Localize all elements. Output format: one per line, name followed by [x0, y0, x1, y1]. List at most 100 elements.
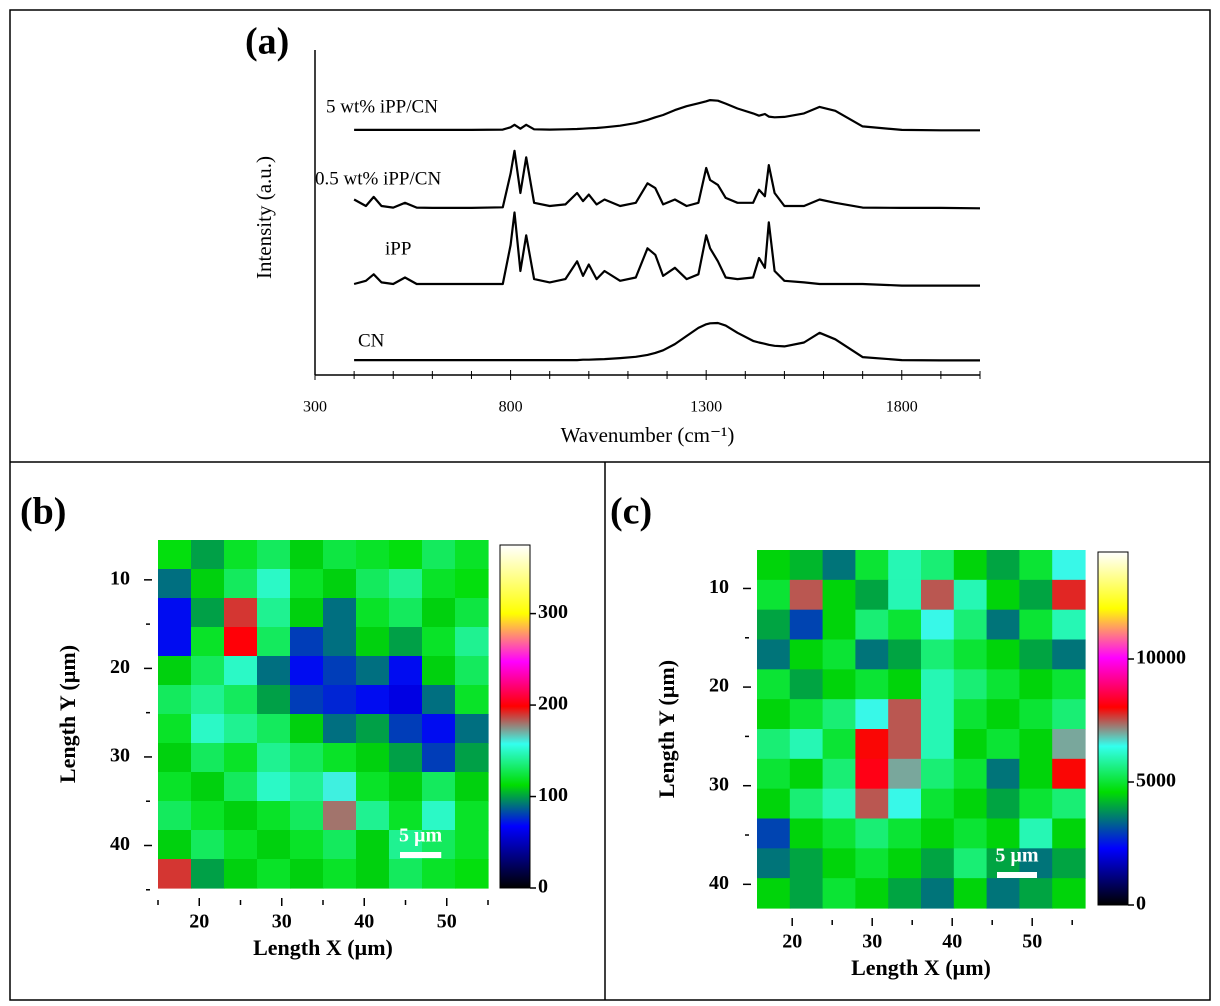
- heatmap-cell: [757, 729, 791, 760]
- heatmap-cell: [1052, 609, 1086, 641]
- heatmap-cell: [422, 801, 456, 831]
- heatmap-cell: [290, 569, 324, 599]
- heatmap-cell: [323, 830, 357, 860]
- heatmap-cell: [224, 569, 258, 599]
- panel-label: (b): [20, 491, 66, 533]
- heatmap-cell: [389, 598, 423, 628]
- heatmap-cell: [323, 685, 357, 715]
- heatmap-cell: [1052, 699, 1086, 730]
- heatmap-cell: [224, 743, 258, 773]
- series-label: 0.5 wt% iPP/CN: [315, 168, 441, 189]
- heatmap-cell: [1052, 758, 1086, 790]
- heatmap-cell: [986, 788, 1020, 820]
- heatmap-cell: [158, 656, 192, 686]
- heatmap-cell: [1052, 579, 1086, 611]
- heatmap-cell: [455, 859, 489, 889]
- heatmap-cell: [389, 540, 423, 570]
- heatmap-cell: [1019, 878, 1053, 909]
- heatmap-cell: [224, 859, 258, 889]
- heatmap-cell: [1019, 788, 1053, 820]
- heatmap-cell: [888, 848, 922, 879]
- heatmap-cell: [191, 859, 225, 889]
- heatmap-cell: [1052, 550, 1086, 581]
- heatmap-cell: [356, 540, 390, 570]
- y-axis-title: Intensity (a.u.): [252, 156, 276, 279]
- heatmap-cell: [455, 569, 489, 599]
- heatmap-cell: [356, 598, 390, 628]
- heatmap-cell: [1019, 818, 1053, 849]
- heatmap-cell: [290, 540, 324, 570]
- heatmap-cell: [257, 743, 291, 773]
- frame: [9, 9, 1211, 1001]
- heatmap-cell: [422, 772, 456, 802]
- heatmap-cell: [158, 714, 192, 744]
- heatmap-cell: [757, 550, 791, 581]
- heatmap-cell: [757, 699, 791, 730]
- heatmap-cell: [455, 801, 489, 831]
- heatmap-cell: [986, 758, 1020, 790]
- heatmap-cell: [953, 729, 988, 760]
- heatmap-cell: [888, 669, 922, 700]
- heatmap-cell: [921, 669, 955, 700]
- heatmap-cell: [224, 830, 258, 860]
- heatmap-cell: [986, 699, 1020, 730]
- y-tick-label: 10: [709, 576, 729, 598]
- heatmap-cell: [888, 550, 922, 581]
- x-tick-label: 300: [303, 399, 327, 416]
- heatmap-cell: [356, 743, 390, 773]
- heatmap-cell: [888, 788, 922, 820]
- heatmap-cell: [1052, 818, 1086, 849]
- heatmap-cell: [888, 699, 922, 730]
- heatmap-cell: [356, 627, 390, 657]
- heatmap-cell: [455, 598, 489, 628]
- heatmap-cell: [789, 699, 824, 730]
- heatmap-cell: [389, 743, 423, 773]
- colorbar: [1097, 551, 1129, 906]
- heatmap-cell: [389, 801, 423, 831]
- y-tick-label: 40: [709, 872, 729, 894]
- heatmap-cell: [822, 609, 856, 641]
- spectrum-line: [353, 149, 981, 210]
- heatmap-cell: [953, 550, 988, 581]
- heatmap-cell: [191, 714, 225, 744]
- heatmap-cell: [158, 540, 192, 570]
- heatmap-cell: [389, 772, 423, 802]
- colorbar-tick-label: 200: [538, 693, 568, 715]
- heatmap-cell: [323, 656, 357, 686]
- heatmap-cell: [224, 598, 258, 628]
- heatmap-cell: [422, 743, 456, 773]
- heatmap-cell: [257, 685, 291, 715]
- heatmap-cell: [323, 598, 357, 628]
- x-tick-label: 40: [354, 911, 374, 933]
- heatmap-cell: [422, 627, 456, 657]
- heatmap-cell: [191, 656, 225, 686]
- heatmap-cell: [356, 569, 390, 599]
- heatmap-cell: [822, 729, 856, 760]
- heatmap-cell: [290, 772, 324, 802]
- heatmap-cell: [356, 830, 390, 860]
- panel-label: (a): [245, 21, 289, 63]
- heatmap-cell: [1019, 550, 1053, 581]
- colorbar-tick-label: 10000: [1136, 647, 1186, 669]
- heatmap-cell: [356, 685, 390, 715]
- heatmap-cell: [953, 848, 988, 879]
- heatmap-cell: [356, 714, 390, 744]
- heatmap-cell: [1019, 669, 1053, 700]
- heatmap-cell: [822, 699, 856, 730]
- heatmap-cell: [789, 550, 824, 581]
- heatmap-cell: [224, 627, 258, 657]
- heatmap-cell: [323, 627, 357, 657]
- heatmap-cell: [855, 699, 889, 730]
- heatmap-cell: [323, 569, 357, 599]
- heatmap-cell: [822, 669, 856, 700]
- heatmap-cell: [757, 669, 791, 700]
- heatmap-cell: [290, 627, 324, 657]
- heatmap-cell: [224, 714, 258, 744]
- heatmap-cell: [986, 669, 1020, 700]
- series-label: CN: [358, 330, 385, 351]
- heatmap-cell: [158, 598, 192, 628]
- heatmap-cell: [822, 878, 856, 909]
- heatmap-cell: [356, 859, 390, 889]
- heatmap-cell: [1019, 639, 1053, 670]
